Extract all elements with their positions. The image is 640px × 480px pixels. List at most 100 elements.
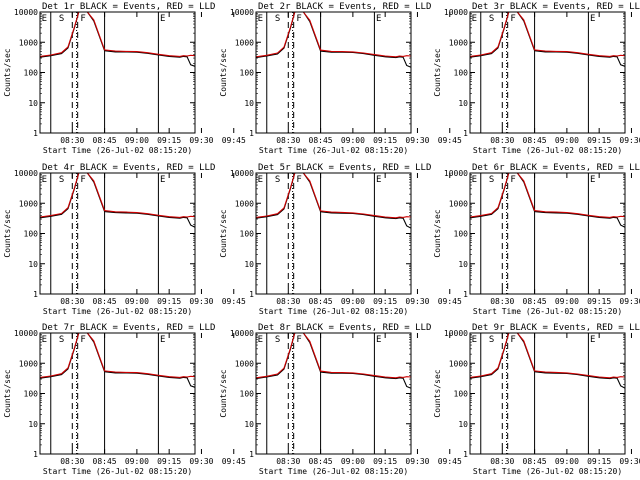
y-tick-label: 1	[249, 129, 254, 138]
x-tick-label: 09:00	[555, 136, 579, 145]
series-line-lld	[39, 11, 196, 57]
event-marker-label: E	[42, 335, 47, 345]
y-tick-label: 10000	[14, 8, 38, 17]
x-tick-label: 09:30	[189, 136, 213, 145]
x-tick-label: 09:30	[189, 457, 213, 466]
x-axis-label: Start Time (26-Jul-02 08:15:20)	[473, 146, 622, 155]
x-tick-label: 09:15	[157, 457, 181, 466]
y-tick-label: 10000	[444, 8, 468, 17]
chart-panel-2: Det 2r BLACK = Events, RED = LLD Counts/s…	[219, 2, 462, 155]
y-axis-label: Counts/sec	[433, 209, 442, 257]
x-tick-label: 09:30	[189, 297, 213, 306]
y-tick-label: 10	[244, 99, 254, 108]
series-line-lld	[255, 11, 412, 58]
event-marker-label: S	[59, 335, 64, 345]
y-tick-label: 10	[244, 420, 254, 429]
x-tick-label: 08:45	[309, 136, 333, 145]
event-marker-label: S	[275, 175, 280, 185]
chart-panel-4: Det 4r BLACK = Events, RED = LLD Counts/s…	[3, 163, 246, 316]
y-tick-label: 10	[28, 99, 38, 108]
y-tick-label: 100	[24, 230, 39, 239]
x-axis-label: Start Time (26-Jul-02 08:15:20)	[43, 146, 192, 155]
x-tick-label: 08:30	[490, 297, 514, 306]
plot-frame	[469, 172, 626, 295]
x-axis-label: Start Time (26-Jul-02 08:15:20)	[259, 146, 408, 155]
x-tick-label: 08:45	[523, 457, 547, 466]
event-marker-label: S	[275, 14, 280, 24]
x-axis-label: Start Time (26-Jul-02 08:15:20)	[473, 467, 622, 476]
x-tick-label: 08:30	[490, 136, 514, 145]
series-line-lld	[469, 332, 626, 379]
x-tick-label: 09:15	[157, 136, 181, 145]
x-tick-label: 08:30	[276, 136, 300, 145]
x-tick-label: 08:30	[276, 297, 300, 306]
plot-frame	[39, 332, 196, 455]
plot-frame	[255, 11, 412, 134]
event-marker-label: F	[296, 175, 301, 185]
y-tick-label: 1	[33, 450, 38, 459]
y-tick-label: 10000	[14, 169, 38, 178]
y-tick-label: 1	[463, 129, 468, 138]
chart-title: Det 4r BLACK = Events, RED = LLD	[42, 163, 215, 173]
event-marker-label: F	[80, 14, 85, 24]
y-tick-label: 1000	[235, 359, 254, 368]
x-tick-label: 09:45	[438, 457, 462, 466]
y-tick-label: 1000	[235, 199, 254, 208]
x-tick-label: 09:30	[619, 457, 640, 466]
chart-panel-1: Det 1r BLACK = Events, RED = LLD Counts/s…	[3, 2, 246, 155]
chart-title: Det 7r BLACK = Events, RED = LLD	[42, 323, 215, 333]
x-tick-label: 09:15	[587, 297, 611, 306]
event-marker-label: E	[376, 14, 381, 24]
y-tick-label: 100	[454, 390, 469, 399]
y-tick-label: 10	[458, 420, 468, 429]
y-tick-label: 10000	[444, 169, 468, 178]
event-marker-label: S	[59, 175, 64, 185]
y-tick-label: 1	[463, 290, 468, 299]
y-tick-label: 100	[454, 230, 469, 239]
x-tick-label: 09:15	[157, 297, 181, 306]
event-marker-label: E	[258, 175, 263, 185]
y-tick-label: 100	[240, 390, 255, 399]
event-marker-label: F	[510, 335, 515, 345]
plot-frame	[469, 11, 626, 134]
x-axis-label: Start Time (26-Jul-02 08:15:20)	[43, 307, 192, 316]
event-marker-label: S	[489, 14, 494, 24]
event-marker-label: E	[590, 335, 595, 345]
series-line-lld	[39, 172, 196, 218]
x-tick-label: 08:30	[276, 457, 300, 466]
event-marker-label: E	[376, 175, 381, 185]
event-marker-label: F	[296, 335, 301, 345]
x-tick-label: 08:45	[93, 297, 117, 306]
y-tick-label: 10	[458, 99, 468, 108]
x-tick-label: 08:30	[60, 457, 84, 466]
y-tick-label: 10	[28, 420, 38, 429]
event-marker-label: S	[59, 14, 64, 24]
plot-frame	[39, 172, 196, 295]
chart-panel-5: Det 5r BLACK = Events, RED = LLD Counts/s…	[219, 163, 462, 316]
chart-panel-3: Det 3r BLACK = Events, RED = LLD Counts/s…	[433, 2, 640, 155]
event-marker-label: S	[489, 175, 494, 185]
series-line-lld	[469, 11, 626, 57]
y-tick-label: 10000	[230, 8, 254, 17]
y-tick-label: 1	[33, 290, 38, 299]
y-tick-label: 1	[463, 450, 468, 459]
x-tick-label: 09:45	[222, 136, 246, 145]
y-tick-label: 100	[24, 390, 39, 399]
x-tick-label: 08:45	[309, 297, 333, 306]
y-tick-label: 10	[28, 260, 38, 269]
event-marker-label: E	[258, 335, 263, 345]
chart-title: Det 2r BLACK = Events, RED = LLD	[258, 2, 431, 12]
x-tick-label: 09:30	[619, 136, 640, 145]
y-tick-label: 1000	[449, 199, 468, 208]
y-tick-label: 10000	[14, 329, 38, 338]
event-marker-label: E	[590, 14, 595, 24]
x-tick-label: 08:30	[60, 297, 84, 306]
y-tick-label: 100	[24, 69, 39, 78]
x-tick-label: 09:15	[373, 297, 397, 306]
x-tick-label: 08:45	[523, 136, 547, 145]
event-marker-label: E	[160, 335, 165, 345]
y-axis-label: Counts/sec	[433, 369, 442, 417]
y-tick-label: 10	[244, 260, 254, 269]
x-tick-label: 08:30	[60, 136, 84, 145]
x-tick-label: 09:00	[125, 136, 149, 145]
